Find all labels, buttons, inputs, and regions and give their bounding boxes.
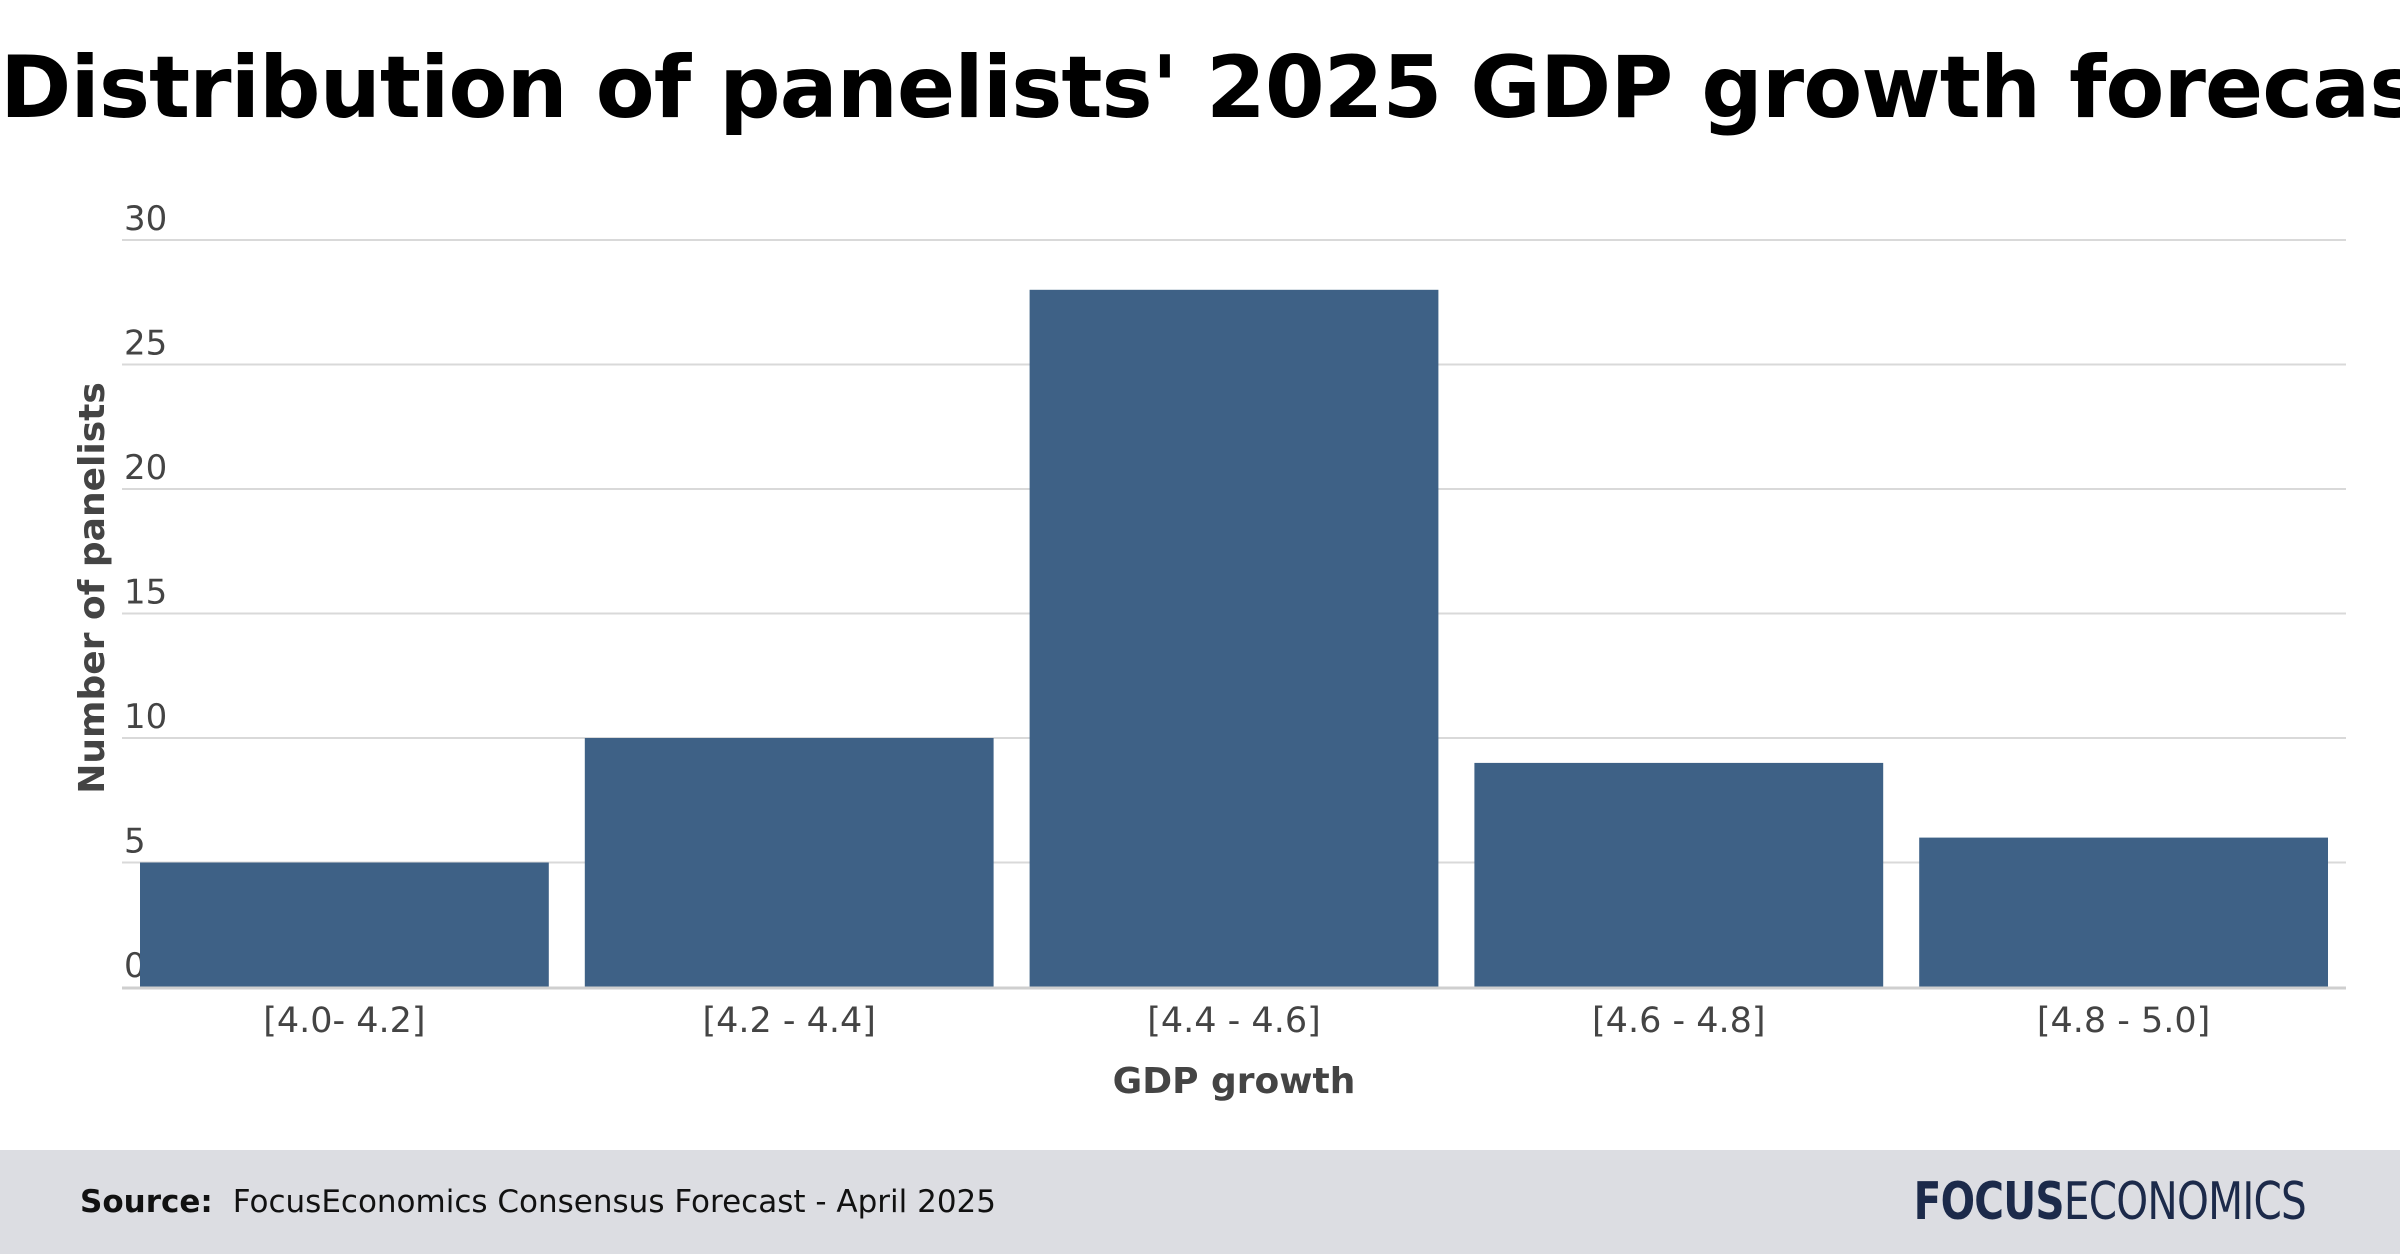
x-tick-label: [4.4 - 4.6] — [1147, 1001, 1321, 1041]
x-tick-label: [4.2 - 4.4] — [702, 1001, 876, 1041]
y-tick-label: 20 — [124, 448, 167, 488]
source-text: FocusEconomics Consensus Forecast - Apri… — [232, 1184, 996, 1220]
bar — [1029, 289, 1439, 987]
source-note: Source: FocusEconomics Consensus Forecast… — [80, 1184, 996, 1220]
x-tick-label: [4.6 - 4.8] — [1592, 1001, 1766, 1041]
bar — [140, 862, 549, 987]
y-tick-label: 25 — [124, 324, 167, 364]
chart-title: Distribution of panelists' 2025 GDP grow… — [0, 38, 2400, 138]
footer: Source: FocusEconomics Consensus Forecast… — [0, 1150, 2400, 1254]
y-tick-label: 10 — [124, 697, 167, 737]
x-axis-ticks: [4.0- 4.2] [4.2 - 4.4] [4.4 - 4.6] [4.6 - 4… — [263, 1001, 2210, 1041]
bar — [1474, 762, 1884, 987]
y-tick-label: 15 — [124, 573, 167, 613]
x-tick-label: [4.0- 4.2] — [263, 1001, 425, 1041]
focuseconomics-logo: FOCUSECONOMICS — [1913, 1172, 2307, 1232]
y-tick-label: 5 — [124, 822, 146, 862]
bar — [1919, 837, 2328, 987]
bars — [140, 289, 2328, 987]
bar — [584, 738, 994, 987]
x-axis-label: GDP growth — [1113, 1061, 1356, 1102]
source-label: Source: — [80, 1184, 213, 1220]
x-tick-label: [4.8 - 5.0] — [2037, 1001, 2211, 1041]
y-axis-label: Number of panelists — [72, 382, 113, 794]
logo-bold-text: FOCUS — [1913, 1172, 2065, 1232]
y-tick-label: 30 — [124, 199, 167, 239]
logo-light-text: ECONOMICS — [2063, 1172, 2307, 1232]
